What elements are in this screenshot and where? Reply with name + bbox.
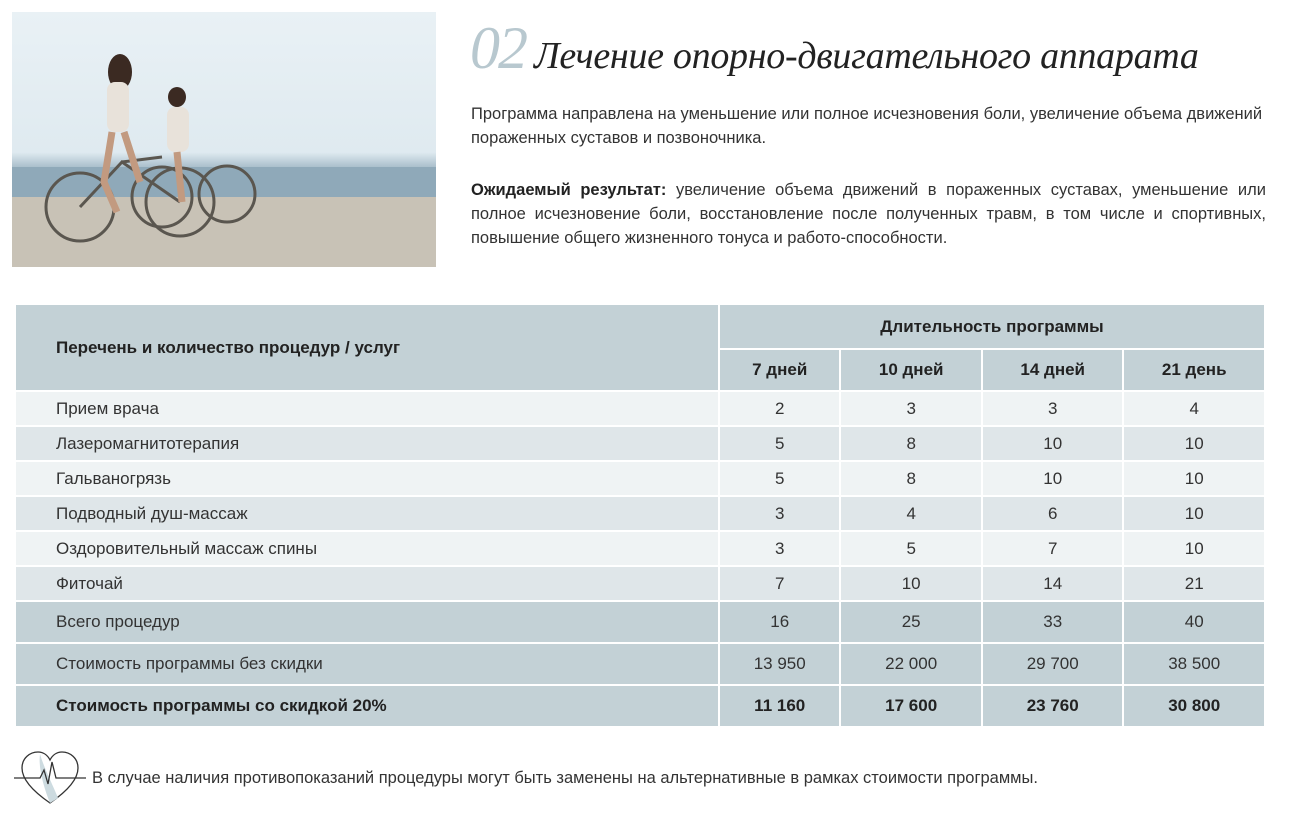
value-cell: 33 [980, 600, 1125, 644]
discount-price-row: Стоимость программы со скидкой 20% 11 160… [14, 684, 1266, 728]
value-cell: 3 [717, 495, 842, 532]
value-cell: 13 950 [717, 642, 842, 686]
value-cell: 10 [980, 425, 1125, 462]
expected-result-text: увеличение объема движений в пораженных … [471, 181, 1266, 247]
procedure-name: Фиточай [14, 565, 720, 602]
duration-7: 7 дней [717, 348, 842, 392]
value-cell: 22 000 [839, 642, 983, 686]
duration-14: 14 дней [980, 348, 1125, 392]
table-row: Оздоровительный массаж спины 3 5 7 10 [14, 530, 1266, 567]
value-cell: 30 800 [1122, 684, 1266, 728]
value-cell: 10 [1122, 425, 1266, 462]
value-cell: 14 [980, 565, 1125, 602]
procedure-name: Лазеромагнитотерапия [14, 425, 720, 462]
value-cell: 5 [717, 460, 842, 497]
value-cell: 10 [1122, 460, 1266, 497]
value-cell: 3 [980, 390, 1125, 427]
table-row: Подводный душ-массаж 3 4 6 10 [14, 495, 1266, 532]
value-cell: 16 [717, 600, 842, 644]
procedures-table: Перечень и количество процедур / услуг Д… [14, 303, 1266, 728]
value-cell: 4 [839, 495, 983, 532]
value-cell: 5 [839, 530, 983, 567]
duration-10: 10 дней [839, 348, 983, 392]
value-cell: 8 [839, 460, 983, 497]
value-cell: 23 760 [980, 684, 1125, 728]
total-row: Всего процедур 16 25 33 40 [14, 600, 1266, 644]
value-cell: 7 [980, 530, 1125, 567]
procedure-name: Прием врача [14, 390, 720, 427]
value-cell: 11 160 [717, 684, 842, 728]
procedure-name: Подводный душ-массаж [14, 495, 720, 532]
procedures-header: Перечень и количество процедур / услуг [14, 303, 720, 392]
value-cell: 10 [1122, 495, 1266, 532]
intro-text: Программа направлена на уменьшение или п… [471, 105, 1263, 147]
value-cell: 5 [717, 425, 842, 462]
price-row: Стоимость программы без скидки 13 950 22 0… [14, 642, 1266, 686]
value-cell: 38 500 [1122, 642, 1266, 686]
value-cell: 3 [839, 390, 983, 427]
value-cell: 17 600 [839, 684, 983, 728]
expected-result: Ожидаемый результат: увеличение объема д… [471, 178, 1266, 250]
page-title: 02 Лечение опорно-двигательного аппарата [470, 14, 1199, 83]
procedure-name: Всего процедур [14, 600, 720, 644]
table-row: Фиточай 7 10 14 21 [14, 565, 1266, 602]
procedure-name: Гальваногрязь [14, 460, 720, 497]
value-cell: 29 700 [980, 642, 1125, 686]
table-row: Лазеромагнитотерапия 5 8 10 10 [14, 425, 1266, 462]
footnote-text: В случае наличия противопоказаний процед… [92, 768, 1038, 787]
heart-pulse-icon [14, 751, 86, 804]
table-row: Гальваногрязь 5 8 10 10 [14, 460, 1266, 497]
expected-result-label: Ожидаемый результат: [471, 181, 667, 199]
beach-cyclists-photo [12, 12, 436, 267]
duration-header: Длительность программы [718, 303, 1266, 350]
value-cell: 6 [980, 495, 1125, 532]
section-title: Лечение опорно-двигательного аппарата [534, 35, 1199, 77]
value-cell: 8 [839, 425, 983, 462]
procedure-name: Оздоровительный массаж спины [14, 530, 720, 567]
value-cell: 7 [717, 565, 842, 602]
cyclists-illustration [12, 54, 436, 267]
value-cell: 10 [980, 460, 1125, 497]
table-row: Прием врача 2 3 3 4 [14, 390, 1266, 427]
value-cell: 25 [839, 600, 983, 644]
value-cell: 10 [839, 565, 983, 602]
section-number: 02 [470, 15, 528, 81]
value-cell: 4 [1122, 390, 1266, 427]
value-cell: 3 [717, 530, 842, 567]
procedure-name: Стоимость программы со скидкой 20% [14, 684, 720, 728]
value-cell: 2 [717, 390, 842, 427]
duration-21: 21 день [1122, 348, 1266, 392]
value-cell: 10 [1122, 530, 1266, 567]
value-cell: 21 [1122, 565, 1266, 602]
footnote: В случае наличия противопоказаний процед… [14, 748, 1038, 808]
procedure-name: Стоимость программы без скидки [14, 642, 720, 686]
value-cell: 40 [1122, 600, 1266, 644]
